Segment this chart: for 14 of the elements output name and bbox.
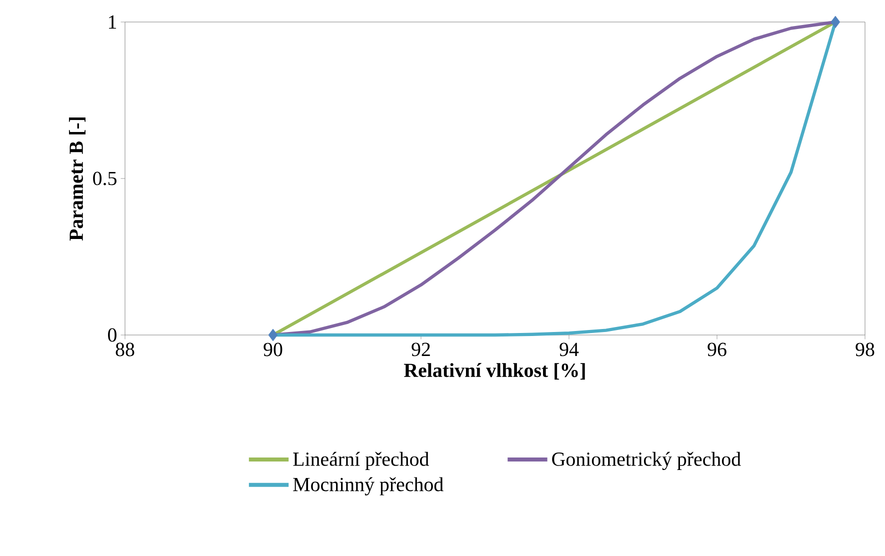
x-tick-label: 92: [412, 342, 430, 356]
y-axis-title: Parametr B [-]: [68, 117, 86, 241]
y-tick-label: 1: [109, 15, 116, 29]
x-tick-label: 94: [560, 342, 579, 356]
x-tick-label: 96: [708, 342, 726, 356]
legend-label: Goniometrický přechod: [552, 452, 741, 470]
x-tick-label: 90: [264, 342, 282, 356]
legend-label: Lineární přechod: [293, 452, 429, 470]
legend-label: Mocninný přechod: [293, 477, 444, 496]
x-tick-label: 98: [856, 342, 874, 356]
y-tick-label: 0: [108, 328, 116, 342]
y-tick-label: 0.5: [93, 172, 116, 186]
x-axis-title: Relativní vlhkost [%]: [404, 363, 585, 380]
x-tick-label: 88: [116, 342, 134, 356]
